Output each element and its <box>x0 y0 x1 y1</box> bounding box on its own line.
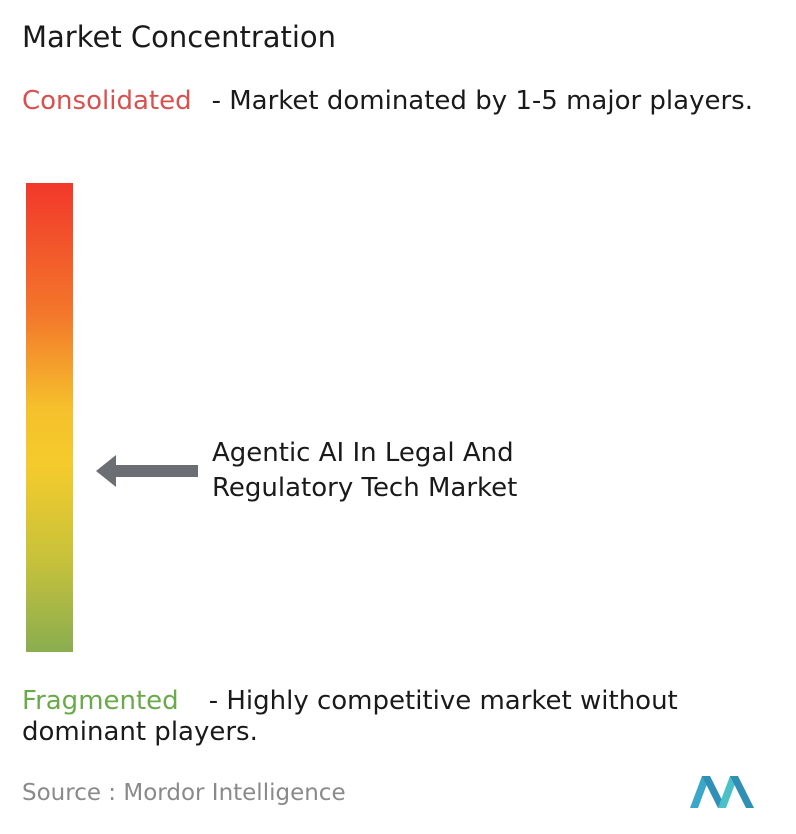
arrow-shape <box>96 455 198 487</box>
title: Market Concentration <box>22 20 337 54</box>
logo-part <box>730 776 754 808</box>
market-label: Agentic AI In Legal And Regulatory Tech … <box>212 438 518 503</box>
consolidated-legend: Consolidated - Market dominated by 1-5 ma… <box>22 86 792 117</box>
fragmented-description: - Highly competitive market without domi… <box>22 686 678 747</box>
arrow <box>96 455 198 487</box>
logo-part <box>690 776 710 808</box>
concentration-gradient-bar <box>26 183 73 652</box>
source-name: Mordor Intelligence <box>123 780 346 806</box>
logo <box>690 776 754 808</box>
fragmented-label: Fragmented <box>22 686 179 716</box>
logo-part <box>702 776 726 808</box>
source-label: Source : <box>22 780 117 806</box>
source: Source : Mordor Intelligence <box>22 780 346 806</box>
consolidated-description: - Market dominated by 1-5 major players. <box>211 86 753 116</box>
fragmented-legend: Fragmented - Highly competitive market wi… <box>22 686 792 748</box>
consolidated-label: Consolidated <box>22 86 192 116</box>
logo-part <box>718 776 738 808</box>
